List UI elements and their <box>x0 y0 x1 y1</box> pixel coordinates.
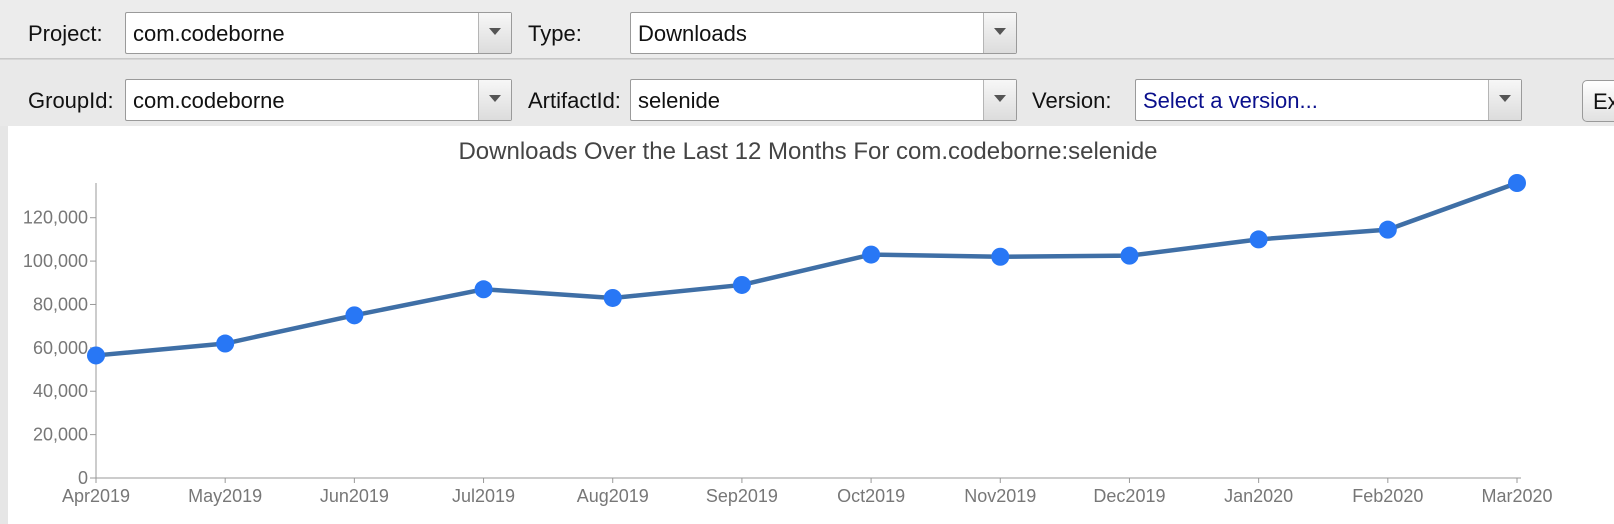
data-point <box>603 288 622 307</box>
artifactid-select[interactable]: selenide <box>630 79 1017 121</box>
x-tick-label: Jan2020 <box>1224 486 1293 506</box>
type-label: Type: <box>528 21 582 46</box>
data-point <box>732 275 751 294</box>
downloads-line-chart: Downloads Over the Last 12 Months For co… <box>23 138 1553 506</box>
x-tick-label: Aug2019 <box>577 486 649 506</box>
x-tick-label: May2019 <box>188 486 262 506</box>
x-tick-label: Mar2020 <box>1481 486 1552 506</box>
chevron-down-icon[interactable] <box>478 80 511 120</box>
x-tick-label: Nov2019 <box>964 486 1036 506</box>
chevron-down-icon[interactable] <box>983 80 1016 120</box>
y-tick-label: 100,000 <box>23 251 88 271</box>
y-tick-label: 40,000 <box>33 381 88 401</box>
groupid-select[interactable]: com.codeborne <box>125 79 512 121</box>
chevron-down-icon[interactable] <box>983 13 1016 53</box>
data-point <box>1120 246 1139 265</box>
x-tick-label: Oct2019 <box>837 486 905 506</box>
artifactid-label: ArtifactId: <box>528 88 621 113</box>
data-point <box>862 245 881 264</box>
x-tick-label: Jun2019 <box>320 486 389 506</box>
chevron-down-icon[interactable] <box>478 13 511 53</box>
project-select[interactable]: com.codeborne <box>125 12 512 54</box>
y-tick-label: 120,000 <box>23 208 88 228</box>
y-tick-label: 20,000 <box>33 425 88 445</box>
filter-toolbar-row-1: Project: com.codeborne Type: Downloads <box>0 0 1614 59</box>
project-label: Project: <box>28 21 103 46</box>
version-select-placeholder: Select a version... <box>1143 88 1318 113</box>
downloads-chart-panel: Downloads Over the Last 12 Months For co… <box>8 126 1614 524</box>
y-tick-label: 0 <box>78 468 88 488</box>
data-point <box>1378 220 1397 239</box>
type-select-value: Downloads <box>638 21 747 46</box>
data-point <box>87 346 105 365</box>
filter-toolbar-row-2: GroupId: com.codeborne ArtifactId: selen… <box>0 59 1614 126</box>
export-button[interactable]: Export <box>1582 80 1614 122</box>
chart-series <box>87 174 1526 365</box>
y-tick-label: 60,000 <box>33 338 88 358</box>
data-point <box>1508 174 1526 192</box>
x-tick-label: Feb2020 <box>1352 486 1423 506</box>
data-point <box>1249 230 1268 249</box>
version-label: Version: <box>1032 88 1112 113</box>
data-point <box>991 247 1010 266</box>
data-point <box>345 306 364 325</box>
groupid-select-value: com.codeborne <box>133 88 285 113</box>
groupid-label: GroupId: <box>28 88 114 113</box>
data-point <box>474 280 493 299</box>
artifactid-select-value: selenide <box>638 88 720 113</box>
x-tick-label: Sep2019 <box>706 486 778 506</box>
series-line <box>95 180 1518 358</box>
data-point <box>216 334 235 353</box>
chart-title: Downloads Over the Last 12 Months For co… <box>458 138 1157 165</box>
export-button-label: Export <box>1593 89 1614 114</box>
x-tick-label: Dec2019 <box>1093 486 1165 506</box>
project-select-value: com.codeborne <box>133 21 285 46</box>
x-tick-label: Apr2019 <box>62 486 130 506</box>
version-select[interactable]: Select a version... <box>1135 79 1522 121</box>
chevron-down-icon[interactable] <box>1488 80 1521 120</box>
x-tick-label: Jul2019 <box>452 486 515 506</box>
y-tick-label: 80,000 <box>33 294 88 314</box>
chart-axes: 0 20,000 40,000 60,000 80,000 100,000 120,000 A… <box>23 183 1553 506</box>
type-select[interactable]: Downloads <box>630 12 1017 54</box>
